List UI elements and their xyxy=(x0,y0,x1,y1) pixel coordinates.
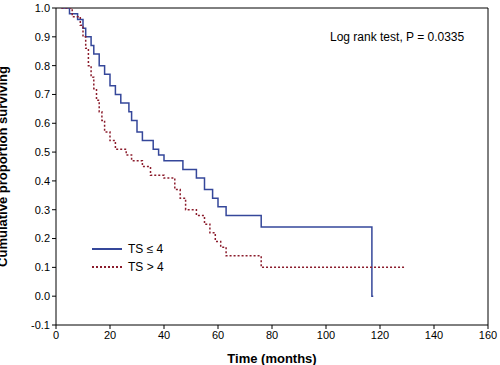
svg-text:140: 140 xyxy=(425,329,443,341)
svg-text:0.6: 0.6 xyxy=(35,117,50,129)
svg-text:0.9: 0.9 xyxy=(35,31,50,43)
svg-text:0.1: 0.1 xyxy=(35,261,50,273)
svg-text:-0.1: -0.1 xyxy=(31,319,50,331)
svg-text:20: 20 xyxy=(104,329,116,341)
svg-text:100: 100 xyxy=(317,329,335,341)
svg-text:40: 40 xyxy=(158,329,170,341)
svg-text:0.4: 0.4 xyxy=(35,175,50,187)
svg-text:Time (months): Time (months) xyxy=(227,351,316,365)
svg-text:160: 160 xyxy=(479,329,492,341)
svg-text:0.7: 0.7 xyxy=(35,88,50,100)
html-text:TS > 4: TS > 4 xyxy=(128,260,164,274)
html-text:Log rank test, P = 0.0335: Log rank test, P = 0.0335 xyxy=(330,30,465,44)
svg-text:0.0: 0.0 xyxy=(35,290,50,302)
svg-text:80: 80 xyxy=(266,329,278,341)
svg-text:0.3: 0.3 xyxy=(35,204,50,216)
svg-text:0.2: 0.2 xyxy=(35,232,50,244)
html-text:TS ≤ 4: TS ≤ 4 xyxy=(128,242,164,256)
svg-text:0.5: 0.5 xyxy=(35,146,50,158)
svg-text:1.0: 1.0 xyxy=(35,2,50,14)
svg-text:0.8: 0.8 xyxy=(35,60,50,72)
svg-text:120: 120 xyxy=(371,329,389,341)
svg-text:Cumulative proportion survivin: Cumulative proportion surviving xyxy=(8,66,10,267)
svg-text:60: 60 xyxy=(212,329,224,341)
svg-text:0: 0 xyxy=(53,329,59,341)
